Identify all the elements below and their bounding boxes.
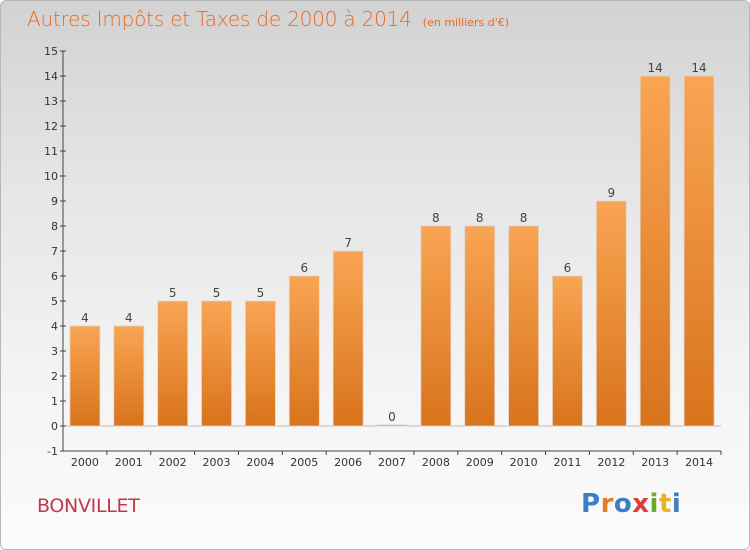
commune-name: BONVILLET — [37, 495, 140, 517]
x-tick-label: 2005 — [290, 456, 318, 469]
x-tick-label: 2001 — [115, 456, 143, 469]
logo-letter: i — [649, 489, 659, 519]
bar — [113, 325, 145, 427]
value-label: 5 — [213, 286, 221, 300]
value-label: 4 — [125, 311, 133, 325]
bar — [157, 300, 189, 427]
x-tick-label: 2006 — [334, 456, 362, 469]
labels: 2000 4 2001 4 2002 5 2003 5 2004 5 2005 6 2006 7 2007 0… — [71, 61, 713, 469]
y-tick-label: 14 — [44, 70, 58, 83]
logo-letter: P — [581, 489, 601, 519]
y-tick-label: 11 — [44, 145, 58, 158]
y-tick-label: 3 — [51, 345, 58, 358]
x-tick-label: 2013 — [641, 456, 669, 469]
y-tick-label: 13 — [44, 95, 58, 108]
value-label: 4 — [81, 311, 89, 325]
value-label: 8 — [476, 211, 484, 225]
bar — [288, 275, 320, 427]
x-tick-label: 2011 — [553, 456, 581, 469]
value-label: 8 — [432, 211, 440, 225]
title-row: Autres Impôts et Taxes de 2000 à 2014 (e… — [27, 7, 509, 31]
logo-letter: x — [632, 489, 650, 519]
x-tick-label: 2012 — [597, 456, 625, 469]
x-tick-label: 2009 — [466, 456, 494, 469]
x-tick-label: 2004 — [246, 456, 274, 469]
value-label: 7 — [344, 236, 352, 250]
bar — [332, 250, 364, 427]
x-tick-label: 2000 — [71, 456, 99, 469]
y-tick-label: 8 — [51, 220, 58, 233]
x-tick-label: 2003 — [203, 456, 231, 469]
value-label: 0 — [388, 410, 396, 424]
y-tick-label: 12 — [44, 120, 58, 133]
logo-letter: t — [658, 489, 672, 519]
y-tick-label: -1 — [47, 445, 58, 458]
bar — [595, 200, 627, 427]
value-label: 8 — [520, 211, 528, 225]
bar — [376, 424, 408, 427]
value-label: 5 — [257, 286, 265, 300]
bars — [69, 75, 715, 427]
logo-letter: r — [600, 489, 614, 519]
x-tick-label: 2002 — [159, 456, 187, 469]
bar — [508, 225, 540, 427]
bar — [683, 75, 715, 427]
y-tick-label: 4 — [51, 320, 58, 333]
logo-letter: o — [613, 489, 633, 519]
x-tick-label: 2014 — [685, 456, 713, 469]
y-tick-label: 1 — [51, 395, 58, 408]
bar — [639, 75, 671, 427]
bar — [201, 300, 232, 427]
logo-letter: i — [671, 489, 682, 519]
chart-title: Autres Impôts et Taxes de 2000 à 2014 — [27, 7, 412, 31]
bar — [420, 225, 452, 427]
y-tick-label: 7 — [51, 245, 58, 258]
value-label: 14 — [648, 61, 663, 75]
bar — [69, 325, 101, 427]
y-tick-label: 15 — [44, 45, 58, 58]
value-label: 14 — [691, 61, 706, 75]
y-tick-label: 2 — [51, 370, 58, 383]
proxiti-logo: Proxiti — [581, 489, 681, 519]
y-tick-label: 0 — [51, 420, 58, 433]
y-tick-label: 5 — [51, 295, 58, 308]
x-tick-label: 2007 — [378, 456, 406, 469]
value-label: 9 — [608, 186, 616, 200]
x-tick-label: 2008 — [422, 456, 450, 469]
bar — [464, 225, 496, 427]
chart-subtitle: (en milliers d'€) — [422, 16, 510, 29]
value-label: 6 — [564, 261, 572, 275]
y-tick-label: 10 — [44, 170, 58, 183]
value-label: 5 — [169, 286, 177, 300]
bar — [552, 275, 583, 427]
value-label: 6 — [300, 261, 308, 275]
y-tick-label: 6 — [51, 270, 58, 283]
bar — [244, 300, 276, 427]
y-tick-label: 9 — [51, 195, 58, 208]
x-tick-label: 2010 — [510, 456, 538, 469]
